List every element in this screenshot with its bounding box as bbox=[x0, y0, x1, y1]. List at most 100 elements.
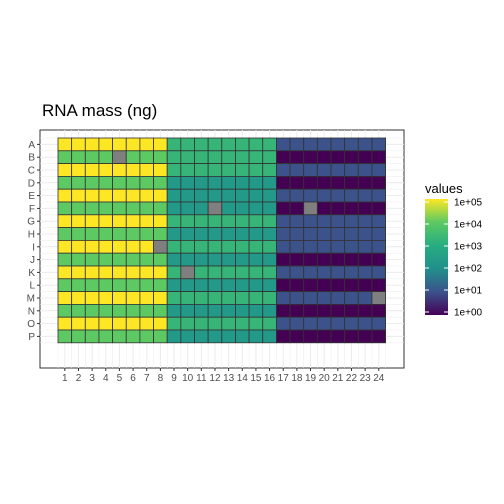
heatmap-cell bbox=[207, 303, 223, 318]
heatmap-cell bbox=[153, 201, 168, 216]
heatmap-cell bbox=[194, 163, 209, 177]
heatmap-cell bbox=[344, 214, 359, 229]
heatmap-cell bbox=[344, 188, 359, 203]
heatmap-cell bbox=[289, 291, 305, 305]
heatmap-cell bbox=[275, 252, 291, 267]
heatmap-cell bbox=[98, 265, 113, 280]
heatmap-cell bbox=[57, 329, 73, 344]
heatmap-cell bbox=[344, 303, 359, 318]
heatmap-cell bbox=[371, 329, 387, 344]
heatmap-cell bbox=[153, 303, 168, 318]
heatmap-cell bbox=[330, 227, 346, 241]
heatmap-cell bbox=[248, 316, 264, 331]
heatmap-cell bbox=[194, 316, 209, 331]
y-tick-label: A bbox=[28, 140, 35, 151]
heatmap-cell bbox=[330, 239, 346, 254]
heatmap-cell bbox=[235, 163, 250, 177]
y-tick-label: N bbox=[28, 306, 35, 317]
heatmap-cell bbox=[248, 239, 264, 254]
x-tick-label: 23 bbox=[360, 373, 372, 384]
heatmap-cell bbox=[194, 239, 209, 254]
heatmap-cell bbox=[371, 316, 387, 331]
heatmap-cell bbox=[71, 214, 86, 229]
heatmap-cell bbox=[166, 316, 182, 331]
x-tick-label: 19 bbox=[305, 373, 317, 384]
heatmap-cell bbox=[166, 265, 182, 280]
y-tick-label: B bbox=[28, 153, 35, 164]
heatmap-cell bbox=[357, 150, 373, 165]
heatmap-cell bbox=[275, 329, 291, 344]
heatmap-cell bbox=[84, 201, 100, 216]
heatmap-cell bbox=[330, 265, 346, 280]
heatmap-cell bbox=[289, 252, 305, 267]
heatmap-cell bbox=[139, 303, 154, 318]
heatmap-cell bbox=[248, 303, 264, 318]
heatmap-cell bbox=[207, 175, 223, 190]
heatmap-cell bbox=[330, 188, 346, 203]
heatmap-cell bbox=[371, 278, 387, 292]
heatmap-cell bbox=[262, 201, 277, 216]
heatmap-cell bbox=[112, 265, 127, 280]
heatmap-cell bbox=[303, 265, 318, 280]
heatmap-cell bbox=[344, 163, 359, 177]
heatmap-cell bbox=[194, 303, 209, 318]
heatmap-cell bbox=[303, 303, 318, 318]
heatmap-cell bbox=[125, 201, 141, 216]
heatmap-cell bbox=[71, 316, 86, 331]
heatmap-cell bbox=[207, 188, 223, 203]
y-tick-label: M bbox=[27, 294, 35, 305]
heatmap-cell bbox=[316, 278, 332, 292]
heatmap-cell bbox=[125, 175, 141, 190]
heatmap-cell bbox=[57, 150, 73, 165]
x-tick-label: 16 bbox=[264, 373, 276, 384]
x-tick-label: 4 bbox=[103, 373, 109, 384]
heatmap-cell bbox=[303, 150, 318, 165]
heatmap-cell bbox=[84, 239, 100, 254]
heatmap-cell bbox=[235, 329, 250, 344]
heatmap-cell bbox=[125, 163, 141, 177]
chart-title: RNA mass (ng) bbox=[42, 101, 157, 120]
heatmap-cell bbox=[344, 278, 359, 292]
heatmap-cell bbox=[153, 316, 168, 331]
heatmap-cell bbox=[180, 214, 195, 229]
heatmap-cell bbox=[316, 175, 332, 190]
heatmap-cell bbox=[275, 201, 291, 216]
heatmap-cell bbox=[57, 316, 73, 331]
heatmap-cell bbox=[71, 291, 86, 305]
heatmap-cell bbox=[303, 278, 318, 292]
heatmap-cell bbox=[153, 227, 168, 241]
heatmap-cell bbox=[112, 329, 127, 344]
x-tick-label: 17 bbox=[278, 373, 290, 384]
heatmap-cell bbox=[275, 150, 291, 165]
heatmap-cell bbox=[221, 188, 236, 203]
heatmap-cell bbox=[71, 201, 86, 216]
heatmap-cell bbox=[57, 188, 73, 203]
heatmap-cell bbox=[166, 303, 182, 318]
heatmap-cell bbox=[316, 188, 332, 203]
heatmap-cell bbox=[112, 214, 127, 229]
heatmap-cell bbox=[248, 163, 264, 177]
legend-title: values bbox=[425, 181, 463, 196]
heatmap-cell bbox=[194, 227, 209, 241]
heatmap-cell bbox=[303, 227, 318, 241]
x-tick-label: 20 bbox=[319, 373, 331, 384]
heatmap-cell bbox=[125, 137, 141, 152]
heatmap-cell bbox=[166, 278, 182, 292]
heatmap-cell bbox=[57, 163, 73, 177]
heatmap-cell bbox=[207, 291, 223, 305]
heatmap-cell bbox=[357, 329, 373, 344]
heatmap-cell bbox=[221, 137, 236, 152]
heatmap-cell bbox=[112, 316, 127, 331]
heatmap-cell bbox=[71, 252, 86, 267]
heatmap-cell bbox=[330, 214, 346, 229]
heatmap-cell bbox=[166, 201, 182, 216]
heatmap-cell bbox=[235, 137, 250, 152]
heatmap-cell bbox=[371, 175, 387, 190]
heatmap-cell bbox=[98, 303, 113, 318]
heatmap-cell bbox=[180, 329, 195, 344]
heatmap-cell bbox=[180, 278, 195, 292]
heatmap-cell bbox=[125, 291, 141, 305]
heatmap-cell bbox=[303, 175, 318, 190]
legend-tick-label: 1e+05 bbox=[454, 198, 483, 209]
heatmap-cell bbox=[316, 227, 332, 241]
